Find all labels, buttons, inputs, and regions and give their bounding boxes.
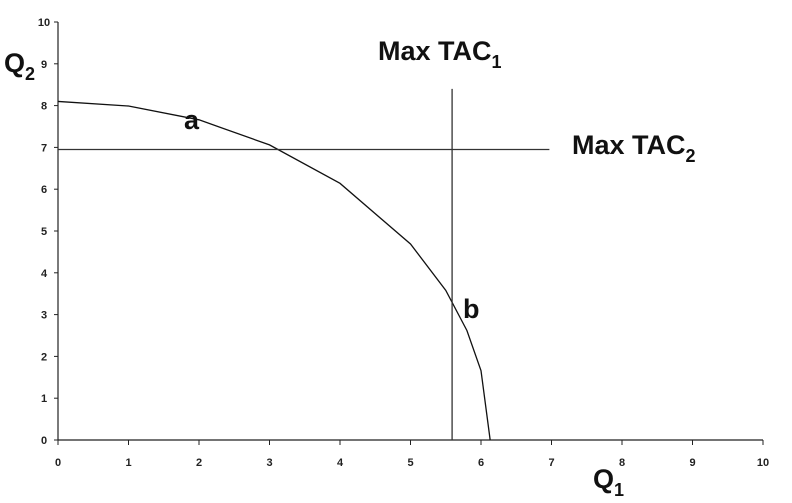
x-tick-label: 8 [619,457,625,469]
x-axis-label: Q1 [593,464,624,500]
y-tick-label: 2 [41,351,47,363]
annotation-text: Max TAC [572,130,686,160]
y-tick-label: 3 [41,310,47,322]
point-label: a [184,105,200,135]
y-axis-label: Q2 [4,48,35,84]
x-tick-label: 2 [196,457,202,469]
x-tick-label: 0 [55,457,61,469]
y-tick-label: 7 [41,142,47,154]
y-tick-label: 9 [41,59,47,71]
x-tick-label: 6 [478,457,484,469]
y-tick-label: 1 [41,393,47,405]
x-tick-label: 1 [125,457,131,469]
point-label: b [463,294,480,324]
y-axis-label-text: Q [4,48,25,78]
y-tick-label: 6 [41,184,47,196]
annotation-sub: 1 [492,52,502,72]
x-axis-label-text: Q [593,464,614,494]
y-tick-label: 5 [41,226,47,238]
annotation-text: Max TAC [378,36,492,66]
y-tick-label: 8 [41,101,47,113]
x-tick-label: 3 [266,457,272,469]
y-tick-label: 10 [38,17,50,29]
x-tick-label: 10 [757,457,769,469]
x-tick-label: 4 [337,457,344,469]
x-tick-label: 9 [689,457,695,469]
annotation-sub: 2 [686,146,696,166]
x-axis-label-sub: 1 [614,480,624,500]
annotation: Max TAC2 [572,130,696,166]
y-axis-label-sub: 2 [25,64,35,84]
y-tick-label: 0 [41,435,47,447]
annotation: Max TAC1 [378,36,502,72]
x-tick-label: 7 [548,457,554,469]
x-tick-label: 5 [407,457,413,469]
y-tick-label: 4 [41,268,48,280]
line [57,100,491,441]
